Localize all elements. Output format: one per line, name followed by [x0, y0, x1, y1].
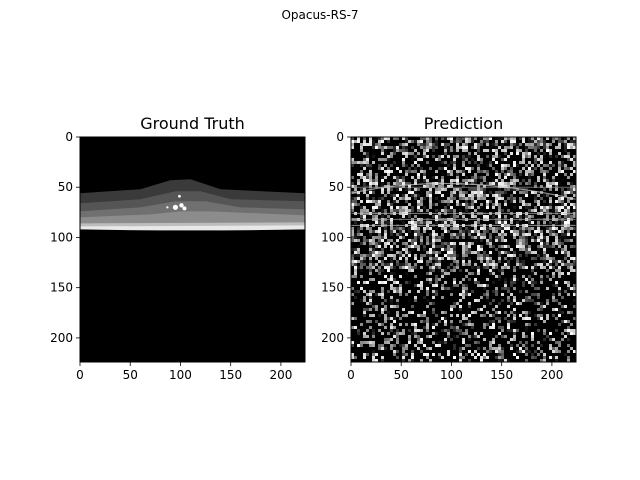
prediction-ytick-label-4: 200 [321, 331, 344, 345]
gt-band-3 [80, 211, 305, 227]
prediction-panel: 0 50 100 150 200 0 50 100 150 200 [321, 130, 577, 382]
ground-truth-xtick-label-1: 50 [123, 368, 138, 382]
ground-truth-xtick-label-3: 150 [219, 368, 242, 382]
ground-truth-ytick-label-4: 200 [50, 331, 73, 345]
prediction-image [350, 137, 577, 362]
prediction-title: Prediction [423, 114, 504, 133]
prediction-xtick-label-0: 0 [347, 368, 355, 382]
prediction-xtick-label-1: 50 [394, 368, 409, 382]
prediction-xtick-label-3: 150 [490, 368, 513, 382]
ground-truth-xtick-label-2: 100 [169, 368, 192, 382]
pred-arc [350, 182, 577, 200]
gt-spot-4 [166, 206, 169, 209]
ground-truth-xtick-label-4: 200 [269, 368, 292, 382]
prediction-ytick-label-3: 150 [321, 281, 344, 295]
gt-band-5 [80, 225, 305, 231]
ground-truth-axes-frame [79, 136, 306, 363]
prediction-ytick-label-1: 50 [329, 180, 344, 194]
ground-truth-ytick-label-2: 100 [50, 230, 73, 244]
ground-truth-title: Ground Truth [140, 114, 245, 133]
ground-truth-panel: 0 50 100 150 200 0 50 100 150 200 [50, 130, 306, 382]
figure-suptitle: Opacus-RS-7 [281, 8, 359, 22]
ground-truth-ytick-label-1: 50 [58, 180, 73, 194]
ground-truth-ytick-label-0: 0 [65, 130, 73, 144]
ground-truth-xtick-label-0: 0 [76, 368, 84, 382]
ground-truth-ytick-label-3: 150 [50, 281, 73, 295]
prediction-xtick-label-2: 100 [440, 368, 463, 382]
prediction-ytick-label-0: 0 [336, 130, 344, 144]
prediction-ytick-label-2: 100 [321, 230, 344, 244]
gt-spot-3 [178, 194, 181, 198]
ground-truth-image [80, 137, 305, 362]
gt-spot-0 [172, 204, 179, 210]
prediction-axes-frame [350, 136, 577, 363]
gt-spot-2 [182, 206, 187, 211]
gt-spot-1 [179, 203, 184, 208]
prediction-xtick-label-4: 200 [540, 368, 563, 382]
